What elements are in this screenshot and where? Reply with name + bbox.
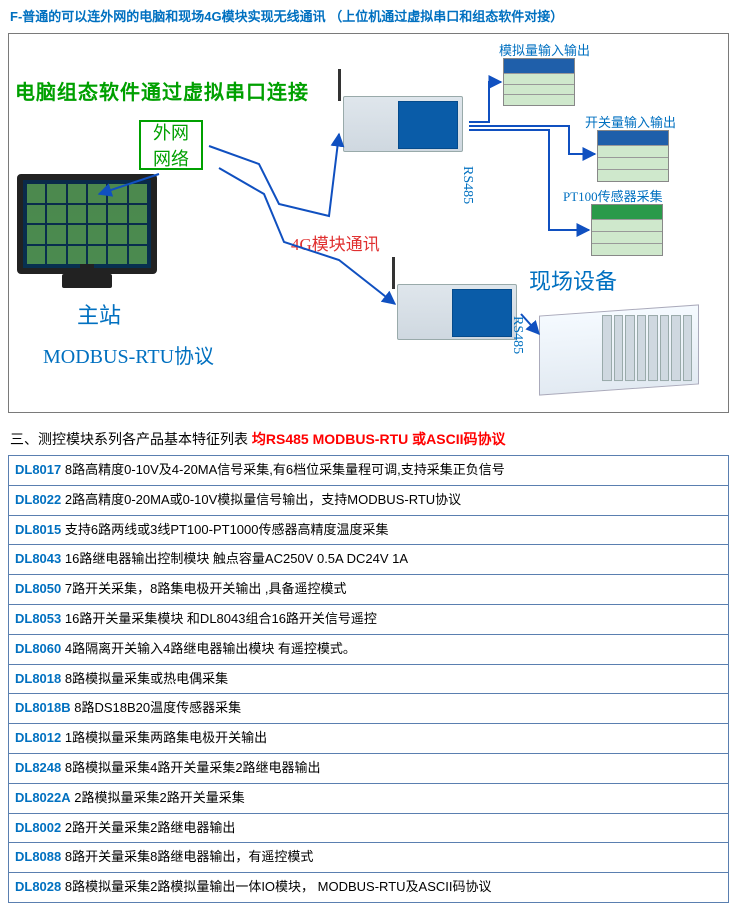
table-row: DL8018 8路模拟量采集或热电偶采集: [9, 664, 729, 694]
product-cell: DL8060 4路隔离开关输入4路继电器输出模块 有遥控模式。: [9, 634, 729, 664]
product-cell: DL8022A 2路模拟量采集2路开关量采集: [9, 783, 729, 813]
product-code: DL8002: [15, 820, 61, 835]
product-code: DL8018B: [15, 700, 71, 715]
product-cell: DL8018 8路模拟量采集或热电偶采集: [9, 664, 729, 694]
product-desc: 8路DS18B20温度传感器采集: [71, 700, 242, 715]
io-module-digital: [597, 130, 669, 182]
product-desc: 8路高精度0-10V及4-20MA信号采集,有6档位采集量程可调,支持采集正负信…: [61, 462, 505, 477]
section-f-sub: （上位机通过虚拟串口和组态软件对接）: [329, 9, 563, 24]
product-desc: 支持6路两线或3线PT100-PT1000传感器高精度温度采集: [61, 522, 388, 537]
product-desc: 2路模拟量采集2路开关量采集: [71, 790, 245, 805]
product-code: DL8060: [15, 641, 61, 656]
node-ext-network: 外网 网络: [139, 120, 203, 170]
product-cell: DL8015 支持6路两线或3线PT100-PT1000传感器高精度温度采集: [9, 515, 729, 545]
table-row: DL8028 8路模拟量采集2路模拟量输出一体IO模块， MODBUS-RTU及…: [9, 873, 729, 903]
host-station-label: 主站: [77, 298, 121, 330]
section-f-main: F-普通的可以连外网的电脑和现场4G模块实现无线通讯: [10, 9, 326, 24]
table-row: DL8015 支持6路两线或3线PT100-PT1000传感器高精度温度采集: [9, 515, 729, 545]
product-cell: DL8050 7路开关采集，8路集电极开关输出 ,具备遥控模式: [9, 575, 729, 605]
product-desc: 16路开关量采集模块 和DL8043组合16路开关信号遥控: [61, 611, 377, 626]
section3-prefix: 三、测控模块系列各产品基本特征列表: [10, 431, 248, 447]
plc-device: [539, 304, 699, 395]
product-desc: 16路继电器输出控制模块 触点容量AC250V 0.5A DC24V 1A: [61, 551, 408, 566]
digital-io-label: 开关量输入输出: [585, 112, 676, 131]
table-row: DL8012 1路模拟量采集两路集电极开关输出: [9, 724, 729, 754]
product-desc: 1路模拟量采集两路集电极开关输出: [61, 730, 267, 745]
rs485-label-b: RS485: [509, 316, 525, 354]
ext-net-line1: 外网: [153, 119, 189, 145]
product-desc: 4路隔离开关输入4路继电器输出模块 有遥控模式。: [61, 641, 356, 656]
rs485-label-a: RS485: [459, 166, 475, 204]
product-cell: DL8043 16路继电器输出控制模块 触点容量AC250V 0.5A DC24…: [9, 545, 729, 575]
product-desc: 8路模拟量采集2路模拟量输出一体IO模块， MODBUS-RTU及ASCII码协…: [61, 879, 491, 894]
product-code: DL8022A: [15, 790, 71, 805]
products-table: DL8017 8路高精度0-10V及4-20MA信号采集,有6档位采集量程可调,…: [8, 455, 729, 903]
section-3-title: 三、测控模块系列各产品基本特征列表 均RS485 MODBUS-RTU 或ASC…: [0, 415, 737, 455]
product-desc: 8路模拟量采集或热电偶采集: [61, 671, 228, 686]
table-row: DL8022A 2路模拟量采集2路开关量采集: [9, 783, 729, 813]
product-code: DL8012: [15, 730, 61, 745]
section3-suffix: 均RS485 MODBUS-RTU 或ASCII码协议: [252, 431, 506, 447]
product-cell: DL8022 2路高精度0-20MA或0-10V模拟量信号输出，支持MODBUS…: [9, 485, 729, 515]
ext-net-line2: 网络: [153, 145, 189, 171]
product-cell: DL8012 1路模拟量采集两路集电极开关输出: [9, 724, 729, 754]
product-desc: 8路开关量采集8路继电器输出，有遥控模式: [61, 849, 313, 864]
field-device-label: 现场设备: [529, 264, 617, 296]
table-row: DL8017 8路高精度0-10V及4-20MA信号采集,有6档位采集量程可调,…: [9, 456, 729, 486]
table-row: DL8043 16路继电器输出控制模块 触点容量AC250V 0.5A DC24…: [9, 545, 729, 575]
product-code: DL8043: [15, 551, 61, 566]
protocol-label: MODBUS-RTU协议: [43, 340, 214, 369]
analog-io-label: 模拟量输入输出: [499, 40, 590, 59]
product-cell: DL8053 16路开关量采集模块 和DL8043组合16路开关信号遥控: [9, 604, 729, 634]
modem-top: [343, 96, 463, 152]
table-row: DL8018B 8路DS18B20温度传感器采集: [9, 694, 729, 724]
product-desc: 2路高精度0-20MA或0-10V模拟量信号输出，支持MODBUS-RTU协议: [61, 492, 461, 507]
product-cell: DL8248 8路模拟量采集4路开关量采集2路继电器输出: [9, 753, 729, 783]
product-desc: 2路开关量采集2路继电器输出: [61, 820, 235, 835]
io-module-pt100: [591, 204, 663, 256]
product-code: DL8018: [15, 671, 61, 686]
table-row: DL8053 16路开关量采集模块 和DL8043组合16路开关信号遥控: [9, 604, 729, 634]
modem-bottom: [397, 284, 517, 340]
product-cell: DL8088 8路开关量采集8路继电器输出，有遥控模式: [9, 843, 729, 873]
product-code: DL8015: [15, 522, 61, 537]
link-4g-label: 4G模块通讯: [291, 230, 380, 255]
product-code: DL8088: [15, 849, 61, 864]
product-code: DL8053: [15, 611, 61, 626]
product-desc: 8路模拟量采集4路开关量采集2路继电器输出: [61, 760, 320, 775]
product-code: DL8028: [15, 879, 61, 894]
table-row: DL8060 4路隔离开关输入4路继电器输出模块 有遥控模式。: [9, 634, 729, 664]
table-row: DL8088 8路开关量采集8路继电器输出，有遥控模式: [9, 843, 729, 873]
table-row: DL8248 8路模拟量采集4路开关量采集2路继电器输出: [9, 753, 729, 783]
diagram-top-text: 电脑组态软件通过虚拟串口连接: [15, 76, 309, 105]
table-row: DL8022 2路高精度0-20MA或0-10V模拟量信号输出，支持MODBUS…: [9, 485, 729, 515]
io-module-analog: [503, 58, 575, 106]
network-diagram: 电脑组态软件通过虚拟串口连接 外网 网络 主站 MODBUS-RTU协议 4G模…: [8, 33, 729, 413]
product-cell: DL8018B 8路DS18B20温度传感器采集: [9, 694, 729, 724]
product-code: DL8050: [15, 581, 61, 596]
product-desc: 7路开关采集，8路集电极开关输出 ,具备遥控模式: [61, 581, 346, 596]
product-code: DL8248: [15, 760, 61, 775]
pt100-label: PT100传感器采集: [563, 186, 663, 205]
product-cell: DL8002 2路开关量采集2路继电器输出: [9, 813, 729, 843]
host-monitor: [17, 174, 157, 274]
section-f-title: F-普通的可以连外网的电脑和现场4G模块实现无线通讯 （上位机通过虚拟串口和组态…: [0, 0, 737, 31]
product-code: DL8017: [15, 462, 61, 477]
table-row: DL8002 2路开关量采集2路继电器输出: [9, 813, 729, 843]
product-cell: DL8028 8路模拟量采集2路模拟量输出一体IO模块， MODBUS-RTU及…: [9, 873, 729, 903]
product-cell: DL8017 8路高精度0-10V及4-20MA信号采集,有6档位采集量程可调,…: [9, 456, 729, 486]
product-code: DL8022: [15, 492, 61, 507]
table-row: DL8050 7路开关采集，8路集电极开关输出 ,具备遥控模式: [9, 575, 729, 605]
